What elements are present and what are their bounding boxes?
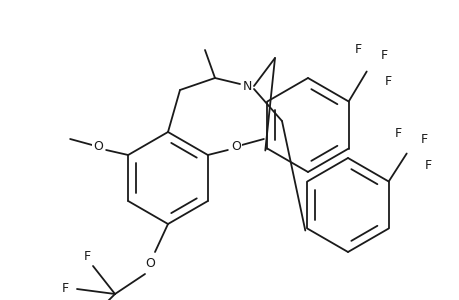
- Text: F: F: [420, 133, 427, 146]
- Text: F: F: [384, 75, 392, 88]
- Text: F: F: [394, 127, 401, 140]
- Text: F: F: [354, 43, 362, 56]
- Text: O: O: [230, 140, 240, 154]
- Text: O: O: [93, 140, 103, 154]
- Text: F: F: [62, 283, 68, 296]
- Text: O: O: [145, 257, 155, 271]
- Text: F: F: [381, 49, 387, 62]
- Text: F: F: [83, 250, 90, 262]
- Text: F: F: [424, 159, 431, 172]
- Text: N: N: [242, 80, 251, 92]
